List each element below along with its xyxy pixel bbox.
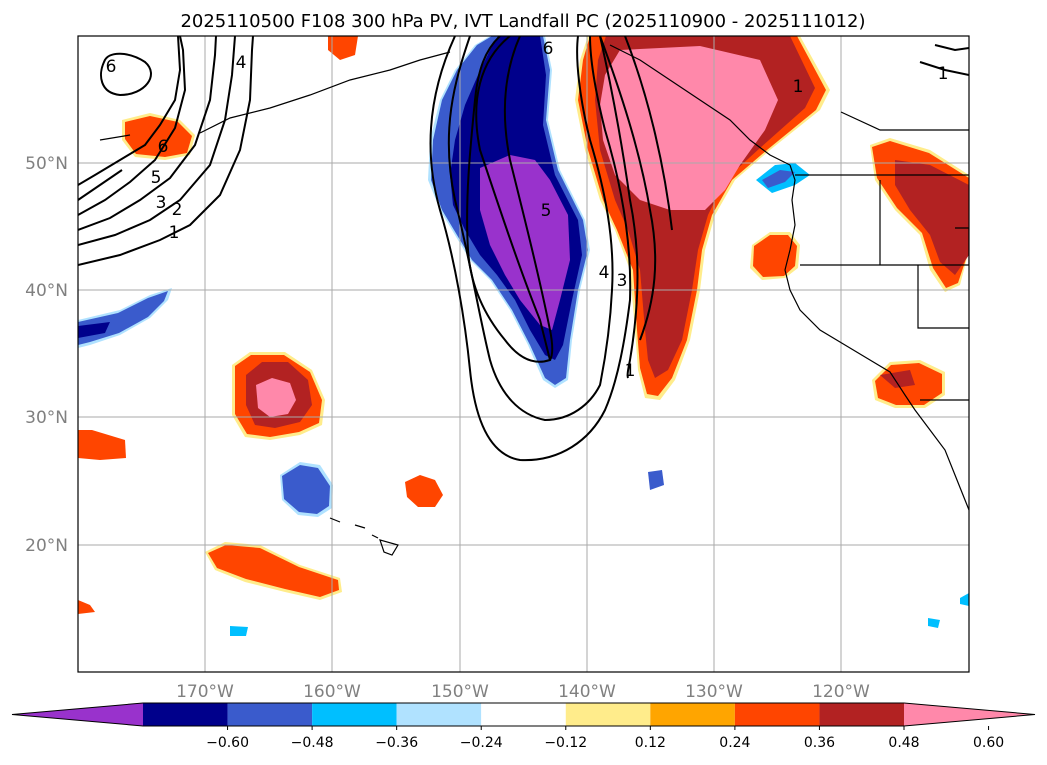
colorbar-tick-label: −0.24 — [460, 735, 503, 751]
colorbar: −0.60 −0.48 −0.36 −0.24 −0.12 0.12 0.24 0.36 0.4… — [11, 702, 1036, 751]
colorbar-tick-label: −0.48 — [291, 735, 334, 751]
colorbar-tick-label: −0.12 — [544, 735, 587, 751]
contour-label: 3 — [617, 271, 628, 291]
contour-label: 5 — [541, 201, 552, 221]
colorbar-tick-label: −0.60 — [206, 735, 249, 751]
contour-label: 1 — [793, 77, 804, 97]
contour-label: 2 — [172, 200, 183, 220]
colorbar-outline — [11, 702, 1036, 727]
lon-label: 160°W — [303, 682, 361, 702]
colorbar-segment — [650, 703, 735, 726]
contour-label: 5 — [151, 168, 162, 188]
lon-label: 120°W — [812, 682, 870, 702]
contour-label: 6 — [543, 39, 554, 59]
colorbar-segment — [819, 703, 904, 726]
colorbar-tick-label: 0.60 — [973, 735, 1004, 751]
contour-label: 6 — [158, 137, 169, 157]
contour-label: 3 — [156, 193, 167, 213]
lon-label: 150°W — [431, 682, 489, 702]
lon-label: 130°W — [685, 682, 743, 702]
colorbar-tick-label: 0.24 — [719, 735, 750, 751]
lat-label: 40°N — [25, 281, 68, 301]
contour-labels: 6 4 5 3 2 1 6 5 4 3 1 6 1 1 — [106, 39, 949, 381]
pv-contours — [78, 36, 969, 462]
contour-label: 6 — [106, 57, 117, 77]
colorbar-tick-label: 0.36 — [804, 735, 835, 751]
colorbar-extend-min — [12, 703, 143, 726]
lon-label: 140°W — [558, 682, 616, 702]
lon-label: 170°W — [176, 682, 234, 702]
map-frame — [77, 35, 970, 673]
colorbar-segment — [565, 703, 651, 726]
pv-negative-patches — [78, 163, 969, 636]
lat-label: 30°N — [25, 408, 68, 428]
colorbar-segment — [227, 703, 313, 726]
colorbar-tick-label: 0.12 — [635, 735, 666, 751]
map-area[interactable]: 6 4 5 3 2 1 6 5 4 3 1 6 1 1 — [78, 36, 969, 672]
lat-label: 50°N — [25, 154, 68, 174]
pv-positive-main — [575, 36, 830, 400]
graticule — [78, 36, 969, 672]
colorbar-segment — [734, 703, 820, 726]
pv-negative-main — [428, 36, 590, 388]
contour-label: 4 — [236, 53, 247, 73]
contour-label: 4 — [599, 263, 610, 283]
coastlines — [99, 44, 969, 556]
colorbar-segment — [396, 703, 482, 726]
lon-labels: 170°W 160°W 150°W 140°W 130°W 120°W — [176, 682, 870, 702]
contour-label: 1 — [938, 64, 949, 84]
colorbar-tick-label: 0.48 — [888, 735, 919, 751]
contour-label: 1 — [625, 361, 636, 381]
colorbar-tick-label: −0.36 — [375, 735, 418, 751]
lat-label: 20°N — [25, 536, 68, 556]
colorbar-segment — [481, 703, 566, 726]
colorbar-segment — [143, 703, 228, 726]
map-title: 2025110500 F108 300 hPa PV, IVT Landfall… — [180, 11, 865, 32]
lat-labels: 50°N 40°N 30°N 20°N — [25, 154, 68, 556]
contour-label: 1 — [169, 223, 180, 243]
colorbar-segment — [312, 703, 397, 726]
colorbar-extend-max — [904, 703, 1035, 726]
